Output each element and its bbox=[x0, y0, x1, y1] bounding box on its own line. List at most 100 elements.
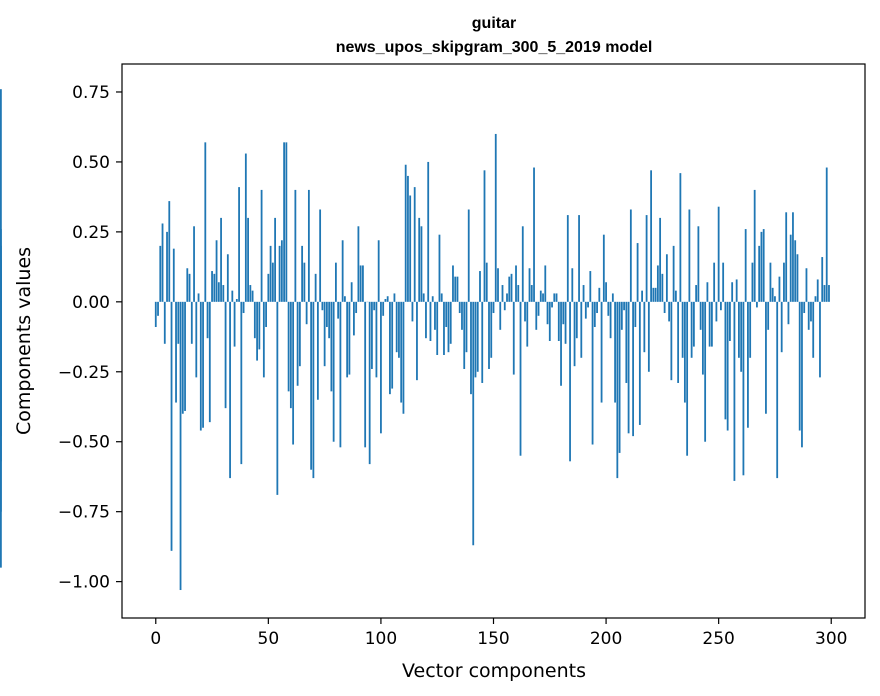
bar-214 bbox=[636, 243, 639, 302]
chart-title: guitar bbox=[472, 15, 516, 32]
y-tick-label: −0.75 bbox=[58, 503, 110, 523]
bar-226 bbox=[663, 301, 666, 314]
bar-137 bbox=[463, 301, 466, 369]
bar-91 bbox=[359, 265, 362, 302]
bar-141 bbox=[472, 301, 475, 546]
bar-42 bbox=[249, 285, 252, 302]
bar-37 bbox=[238, 187, 240, 302]
bar-128 bbox=[443, 301, 445, 355]
bar-211 bbox=[629, 209, 632, 302]
bar-117 bbox=[418, 217, 421, 302]
bar-82 bbox=[339, 301, 342, 448]
bar-289 bbox=[805, 268, 808, 302]
bar-238 bbox=[690, 301, 693, 358]
bar-233 bbox=[679, 173, 682, 302]
bar-33 bbox=[229, 301, 231, 479]
bar-285 bbox=[796, 254, 799, 302]
bar-16 bbox=[190, 301, 193, 344]
bar-27 bbox=[215, 240, 218, 302]
bar-196 bbox=[596, 301, 598, 314]
bar-276 bbox=[776, 301, 779, 479]
bar-41 bbox=[247, 217, 249, 302]
bar-212 bbox=[632, 301, 634, 437]
bar-262 bbox=[744, 229, 747, 302]
bar-290 bbox=[807, 301, 810, 330]
bar-149 bbox=[490, 301, 493, 358]
bar-244 bbox=[704, 301, 707, 442]
bar-53 bbox=[274, 217, 277, 302]
bar-174 bbox=[546, 301, 549, 325]
bar-124 bbox=[434, 301, 436, 330]
bar-154 bbox=[501, 285, 504, 302]
bar-225 bbox=[661, 273, 664, 302]
bar-277 bbox=[778, 276, 781, 302]
bar-83 bbox=[341, 240, 344, 302]
bar-256 bbox=[731, 282, 734, 302]
bar-151 bbox=[494, 133, 497, 302]
bar-299 bbox=[828, 285, 830, 302]
bar-undefined bbox=[0, 301, 2, 403]
bar-220 bbox=[650, 170, 653, 302]
bar-36 bbox=[235, 299, 238, 302]
bar-127 bbox=[440, 293, 443, 302]
bar-288 bbox=[803, 301, 806, 314]
bar-206 bbox=[618, 301, 621, 453]
bar-210 bbox=[627, 301, 630, 434]
bar-100 bbox=[380, 301, 382, 434]
bar-8 bbox=[172, 248, 175, 302]
bar-45 bbox=[256, 301, 258, 361]
bar-92 bbox=[362, 265, 364, 302]
bar-247 bbox=[710, 301, 713, 347]
bar-278 bbox=[780, 301, 783, 353]
y-tick-label: 0.00 bbox=[72, 293, 110, 313]
bar-103 bbox=[386, 296, 389, 302]
bar-18 bbox=[195, 301, 198, 378]
bar-69 bbox=[310, 301, 313, 470]
bar-294 bbox=[816, 279, 819, 302]
bar-97 bbox=[373, 301, 376, 311]
plot-frame bbox=[121, 63, 866, 619]
bar-275 bbox=[774, 296, 776, 302]
bar-169 bbox=[535, 301, 538, 330]
bar-95 bbox=[368, 301, 371, 465]
bar-239 bbox=[692, 301, 695, 347]
bar-39 bbox=[242, 301, 245, 314]
bar-148 bbox=[488, 301, 490, 369]
bar-109 bbox=[400, 301, 403, 403]
x-tick-label: 150 bbox=[477, 629, 509, 649]
bar-182 bbox=[564, 301, 567, 344]
bar-80 bbox=[334, 262, 337, 302]
bar-65 bbox=[301, 245, 304, 302]
bar-22 bbox=[204, 142, 207, 302]
bar-118 bbox=[420, 226, 423, 302]
bar-255 bbox=[729, 301, 731, 341]
bar-58 bbox=[285, 142, 288, 302]
bar-281 bbox=[787, 301, 790, 325]
bar-203 bbox=[611, 293, 614, 302]
bar-24 bbox=[208, 301, 211, 423]
bar-228 bbox=[668, 301, 671, 322]
y-tick-label: −0.50 bbox=[58, 433, 110, 453]
bar-52 bbox=[271, 262, 274, 302]
bar-280 bbox=[785, 212, 788, 302]
bar-50 bbox=[267, 273, 270, 302]
bar-48 bbox=[262, 301, 265, 378]
bar-34 bbox=[231, 290, 234, 302]
bar-191 bbox=[584, 301, 587, 319]
bar-0 bbox=[154, 301, 157, 328]
x-tick-label: 300 bbox=[815, 629, 847, 649]
bar-224 bbox=[659, 217, 662, 302]
y-axis-ticks: 0.75 0.50 0.25 0.00 −0.25 −0.50 −0.75 −1.00 bbox=[58, 83, 122, 593]
bar-122 bbox=[429, 301, 432, 341]
bar-108 bbox=[398, 301, 400, 358]
bar-21 bbox=[202, 301, 204, 428]
bar-47 bbox=[260, 189, 263, 302]
bar-7 bbox=[170, 301, 173, 551]
bar-67 bbox=[305, 301, 308, 325]
bar-282 bbox=[789, 234, 792, 302]
bar-253 bbox=[724, 301, 727, 420]
bar-161 bbox=[517, 285, 520, 302]
bar-213 bbox=[634, 301, 637, 328]
y-tick-label: −1.00 bbox=[58, 573, 110, 593]
bar-170 bbox=[537, 301, 540, 316]
